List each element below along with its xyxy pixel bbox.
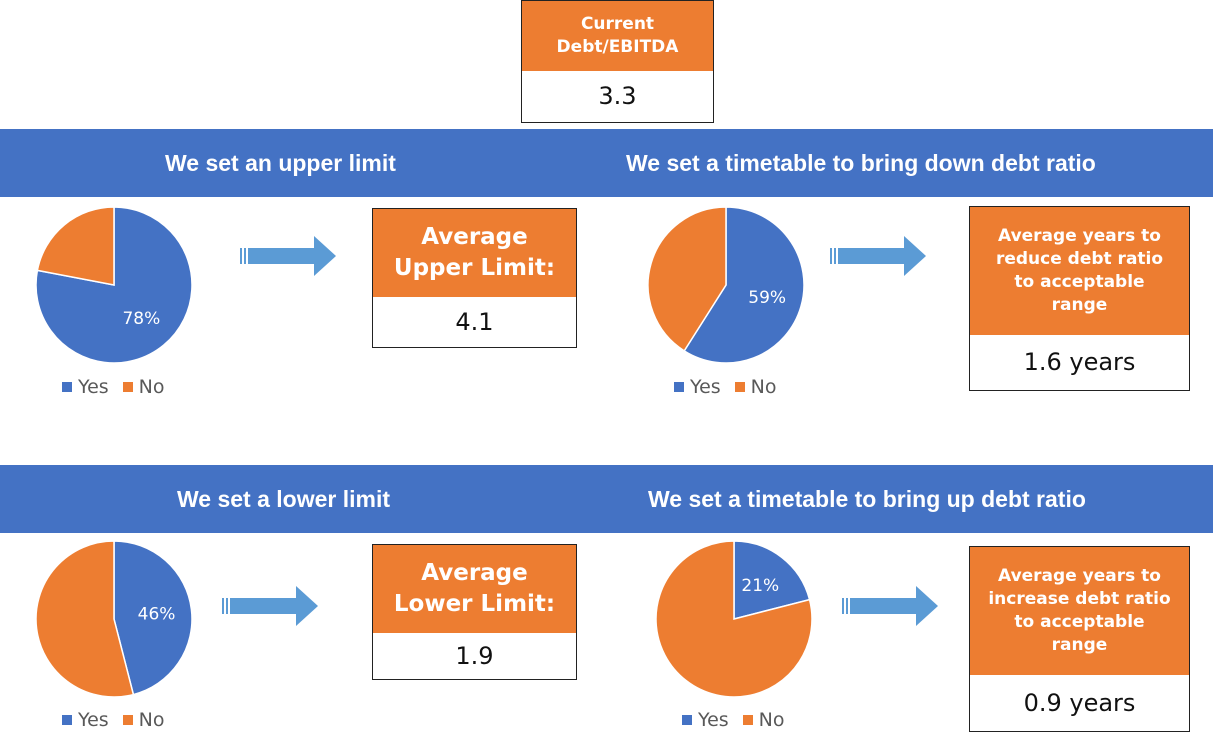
- no-swatch-icon: [122, 382, 133, 392]
- legend-item-no: No: [734, 376, 777, 398]
- average-years-reduce-value: 1.6 years: [1023, 348, 1136, 376]
- yes-swatch-icon: [674, 382, 684, 392]
- legend-reduce-timetable: Yes No: [674, 376, 777, 398]
- increase-label-line4: range: [1051, 634, 1108, 655]
- pie-data-label: 46%: [138, 605, 176, 625]
- no-swatch-icon: [734, 382, 745, 392]
- legend-item-no: No: [122, 709, 165, 731]
- pie-chart-reduce-timetable: 59%: [647, 206, 805, 364]
- average-years-increase-value: 0.9 years: [1023, 688, 1136, 717]
- average-lower-limit-value: 1.9: [455, 641, 494, 670]
- average-years-increase-label: Average years to increase debt ratio to …: [970, 547, 1189, 675]
- average-upper-limit-label: Average Upper Limit:: [373, 209, 576, 297]
- reduce-label-line1: Average years to: [998, 226, 1161, 247]
- pie-slice-yes: [733, 540, 811, 620]
- banner-increase-timetable-title: We set a timetable to bring up debt rati…: [648, 486, 1086, 512]
- average-years-reduce-box: Average years to reduce debt ratio to ac…: [969, 206, 1190, 391]
- pie-data-label: 59%: [748, 288, 786, 308]
- current-debt-ebitda-value: 3.3: [598, 82, 637, 110]
- reduce-label-line2: reduce debt ratio: [995, 249, 1164, 270]
- right-arrow-icon: [222, 586, 318, 626]
- legend-item-yes: Yes: [682, 709, 729, 731]
- pie-chart-lower-limit: 46%: [35, 540, 193, 698]
- right-arrow-icon: [830, 236, 926, 276]
- current-label-line2: Debt/EBITDA: [556, 37, 679, 57]
- banner-reduce-timetable-title: We set a timetable to bring down debt ra…: [626, 150, 1096, 176]
- yes-swatch-icon: [62, 715, 72, 725]
- banner-row-1: [0, 129, 1213, 197]
- average-upper-limit-value: 4.1: [455, 307, 494, 336]
- lower-label-line2: Lower Limit:: [393, 591, 556, 617]
- lower-label-line1: Average: [421, 559, 528, 586]
- reduce-label-line3: to acceptable: [1014, 272, 1145, 292]
- banner-upper-limit-title: We set an upper limit: [165, 150, 396, 176]
- no-swatch-icon: [122, 715, 133, 725]
- banner-row-2: [0, 465, 1213, 533]
- legend-yes-label: Yes: [78, 709, 109, 731]
- no-swatch-icon: [742, 715, 753, 725]
- average-upper-limit-box: Average Upper Limit: 4.1: [372, 208, 577, 348]
- increase-label-line2: increase debt ratio: [988, 589, 1171, 610]
- legend-item-yes: Yes: [62, 376, 109, 398]
- yes-swatch-icon: [62, 382, 72, 392]
- legend-no-label: No: [750, 376, 777, 398]
- legend-item-no: No: [122, 376, 165, 398]
- average-years-reduce-label: Average years to reduce debt ratio to ac…: [970, 207, 1189, 335]
- pie-slice-yes: [113, 540, 193, 696]
- increase-label-line1: Average years to: [998, 566, 1161, 587]
- pie-data-label: 21%: [741, 576, 779, 596]
- average-lower-limit-box: Average Lower Limit: 1.9: [372, 544, 577, 680]
- current-debt-ebitda-box: Current Debt/EBITDA 3.3: [521, 0, 714, 123]
- pie-data-label: 78%: [122, 309, 160, 329]
- pie-slice-no: [36, 206, 115, 286]
- legend-yes-label: Yes: [698, 709, 729, 731]
- upper-label-line1: Average: [421, 223, 528, 250]
- legend-no-label: No: [138, 376, 165, 398]
- pie-slice-yes: [35, 206, 193, 364]
- current-label-line1: Current: [580, 14, 655, 35]
- pie-chart-increase-timetable: 21%: [655, 540, 813, 698]
- yes-swatch-icon: [682, 715, 692, 725]
- pie-slice-no: [35, 540, 135, 698]
- pie-slice-no: [647, 206, 727, 352]
- legend-item-no: No: [742, 709, 785, 731]
- legend-lower-limit: Yes No: [62, 709, 165, 731]
- average-lower-limit-label: Average Lower Limit:: [373, 545, 576, 633]
- legend-item-yes: Yes: [62, 709, 109, 731]
- legend-increase-timetable: Yes No: [682, 709, 785, 731]
- average-years-increase-box: Average years to increase debt ratio to …: [969, 546, 1190, 732]
- legend-yes-label: Yes: [78, 376, 109, 398]
- legend-no-label: No: [138, 709, 165, 731]
- legend-yes-label: Yes: [690, 376, 721, 398]
- banner-lower-limit-title: We set a lower limit: [177, 486, 391, 512]
- pie-chart-upper-limit: 78%: [35, 206, 193, 364]
- increase-label-line3: to acceptable: [1014, 612, 1145, 632]
- pie-slice-yes: [683, 206, 805, 364]
- pie-slice-no: [655, 540, 813, 698]
- legend-item-yes: Yes: [674, 376, 721, 398]
- upper-label-line2: Upper Limit:: [393, 255, 556, 281]
- right-arrow-icon: [842, 586, 938, 626]
- current-debt-ebitda-label: Current Debt/EBITDA: [522, 1, 713, 71]
- reduce-label-line4: range: [1051, 294, 1108, 315]
- legend-upper-limit: Yes No: [62, 376, 165, 398]
- right-arrow-icon: [240, 236, 336, 276]
- legend-no-label: No: [758, 709, 785, 731]
